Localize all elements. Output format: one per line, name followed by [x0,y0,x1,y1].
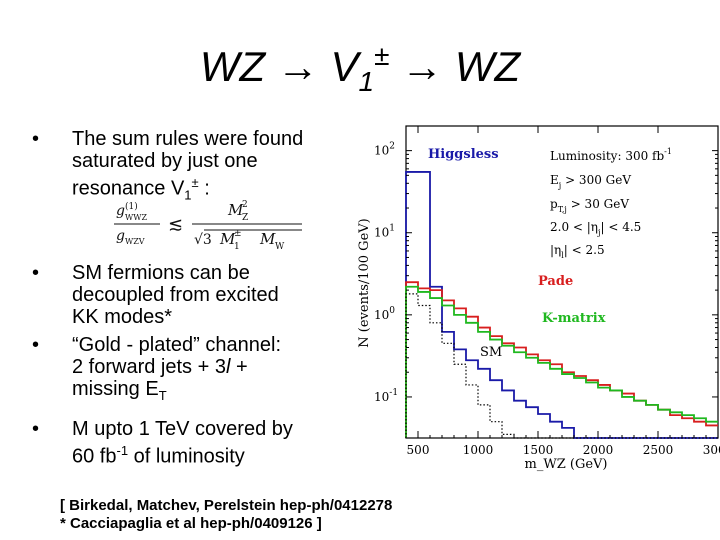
bullet-gold-plated: • “Gold - plated” channel: 2 forward jet… [30,334,402,407]
x-axis-ticks: 500 1000 1500 2000 2500 3000 [407,126,720,457]
x-tick-label: 1000 [463,443,494,457]
bullet-sub: 1 [184,187,192,203]
bullet-sup: -1 [116,443,129,458]
formula-num-sub: Z [242,213,248,223]
bullet-text: missing E [72,378,159,400]
bullet-sm-fermions: • SM fermions can be decoupled from exci… [30,262,402,328]
x-tick-label: 3000 [703,443,720,457]
bullet-dot: • [32,334,40,356]
cuts-annotation: Luminosity: 300 fb-1 Ej > 300 GeV pT,j >… [550,147,672,260]
slide-title: WZ → V1± → WZ [0,40,720,98]
references: [ Birkedal, Matchev, Perelstein hep-ph/0… [60,497,480,533]
bullet-line: The sum rules were found [72,128,304,150]
bullet-line: saturated by just one [72,150,258,172]
label-higgsless: Higgsless [428,147,499,162]
bullet-line: 2 forward jets + 3l + [72,356,402,378]
label-kmatrix: K-matrix [542,311,606,326]
x-tick-label: 2500 [643,443,674,457]
bullet-mass-reach: • M upto 1 TeV covered by 60 fb-1 of lum… [30,418,402,468]
bullet-line: SM fermions can be [72,262,250,284]
label-sm: SM [480,345,502,360]
bullet-text: resonance V [72,177,185,200]
formula-g2: g [116,228,125,244]
bullet-line: resonance V1± : [72,172,402,207]
x-tick-label: 500 [407,443,430,457]
bullet-lepton: l [225,356,231,378]
bullet-text: 2 forward jets + 3 [72,356,226,378]
label-pade: Pade [538,274,573,289]
formula-num: M [227,201,244,219]
bullet-line: missing ET [72,378,402,407]
bullet-line: “Gold - plated” channel: [72,334,282,356]
cut-eta-lepton: |ηl| < 2.5 [550,243,605,260]
bullet-text: 60 fb [72,445,117,468]
formula-den-mw-sub: W [275,242,285,252]
bullet-sub: T [158,388,167,403]
series-sm [405,293,718,439]
bullet-text: : [198,177,210,200]
formula-g2-sub: WZV [125,237,145,246]
series-layer [405,171,718,439]
x-tick-label: 2000 [583,443,614,457]
formula-den-m-sup: ± [234,229,242,239]
bullet-sup: ± [191,175,199,190]
y-tick-label: 101 [374,224,395,240]
formula-num-sup: 2 [242,200,248,210]
x-tick-label: 1500 [523,443,554,457]
formula-g1: g [116,203,125,219]
y-tick-label: 100 [374,306,395,322]
formula-den-mw: M [259,230,276,248]
bullet-line: M upto 1 TeV covered by [72,418,293,440]
formula-den-root: √3 [194,232,212,248]
y-axis-label: N (events/100 GeV) [357,218,372,347]
reference-line: * Cacciapaglia et al hep-ph/0409126 ] [60,515,322,532]
y-tick-label: 10-1 [374,388,398,404]
y-tick-label: 102 [374,142,395,158]
formula-den-m: M [219,230,236,248]
bullet-line: decoupled from excited [72,284,279,306]
cut-eta-jet: 2.0 < |ηj| < 4.5 [550,220,641,237]
series-higgsless [405,171,718,439]
title-sup: ± [374,40,390,71]
reference-line: [ Birkedal, Matchev, Perelstein hep-ph/0… [60,497,393,514]
formula-relation: ≲ [168,214,183,235]
title-left: WZ → V [199,43,359,90]
lumi-text: Luminosity: 300 fb-1 [550,147,672,163]
title-right: → WZ [389,43,521,90]
series-k-matrix [405,285,718,438]
bullet-sum-rules: • The sum rules were found saturated by … [30,128,402,207]
bullet-dot: • [32,128,40,150]
formula-den-m-sub: 1 [234,242,240,252]
bullet-line: KK modes* [72,306,173,328]
bullet-dot: • [32,262,40,284]
bullet-text: of luminosity [128,445,245,468]
sum-rule-formula: g (1) WWZ g WZV ≲ M 2 Z √3 M ± 1 M W [114,200,302,252]
cut-energy: Ej > 300 GeV [550,173,631,190]
formula-g1-sub: WWZ [125,213,147,222]
mwz-distribution-chart: 10-1 100 101 102 500 1000 1500 2000 2500 3000 N … [357,125,720,472]
y-axis-ticks: 10-1 100 101 102 [374,142,718,404]
bullet-line: 60 fb-1 of luminosity [72,440,402,468]
bullet-dot: • [32,418,40,440]
formula-g1-sup: (1) [125,201,138,212]
bullet-text: + [230,356,248,378]
title-sub: 1 [358,66,375,97]
cut-pt: pT,j > 30 GeV [550,197,629,214]
x-axis-label: m_WZ (GeV) [525,457,608,472]
